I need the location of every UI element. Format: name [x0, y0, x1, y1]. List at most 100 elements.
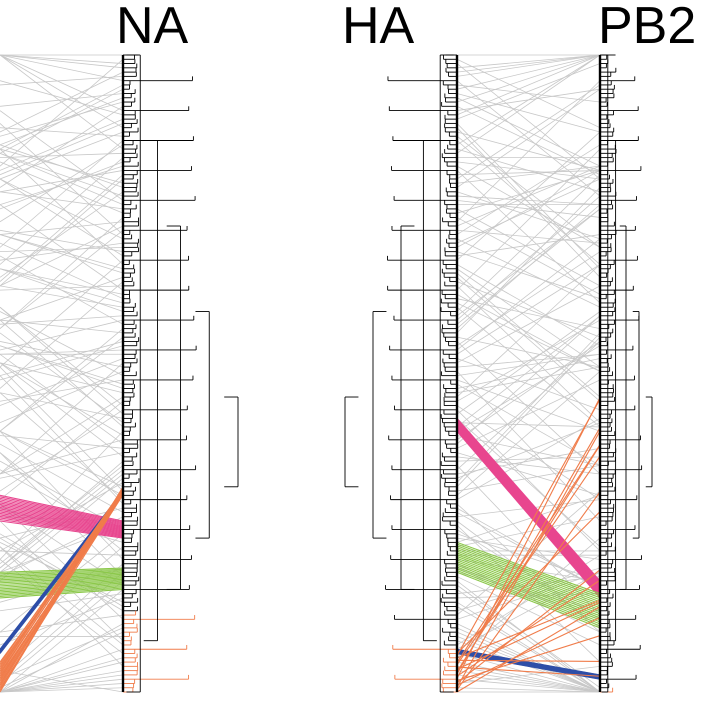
background-link — [0, 80, 124, 116]
background-link — [456, 345, 601, 432]
background-link — [456, 148, 601, 291]
background-link — [0, 623, 124, 693]
background-link — [0, 657, 124, 693]
background-link — [0, 392, 124, 500]
background-link — [456, 234, 601, 257]
background-link — [456, 54, 601, 77]
background-link — [0, 370, 124, 424]
background-link — [456, 170, 601, 214]
clade-link-green — [456, 559, 601, 615]
background-link — [0, 674, 124, 693]
background-link — [456, 409, 601, 552]
clade-link-orange — [456, 511, 601, 654]
background-link — [0, 430, 124, 560]
background-link — [0, 593, 124, 612]
background-link — [0, 229, 124, 253]
phylogenetic-trees — [121, 54, 653, 693]
background-link — [0, 191, 124, 210]
background-link — [0, 546, 124, 646]
background-link — [0, 268, 124, 295]
background-link — [456, 687, 601, 693]
background-link — [0, 54, 124, 69]
background-link — [0, 101, 124, 137]
background-link — [456, 93, 601, 133]
background-link — [0, 589, 124, 693]
background-link — [0, 285, 124, 308]
background-link — [456, 54, 601, 116]
clade-link-green — [456, 543, 601, 597]
background-link — [456, 187, 601, 334]
background-link — [0, 345, 124, 389]
background-link — [456, 315, 601, 445]
background-link — [456, 298, 601, 330]
background-link — [0, 110, 124, 201]
background-link — [456, 131, 601, 261]
background-link — [456, 285, 601, 364]
clade-link-green — [456, 564, 601, 621]
background-link — [0, 204, 124, 291]
background-link — [0, 332, 124, 423]
clade-link-pink — [0, 512, 124, 534]
background-link — [456, 306, 601, 428]
background-link — [0, 54, 124, 129]
background-link — [456, 319, 601, 402]
background-link — [456, 140, 601, 265]
clade-link-green — [456, 554, 601, 609]
clade-link-green — [456, 561, 601, 617]
background-link — [456, 371, 601, 496]
clade-link-orange — [456, 599, 601, 659]
background-link — [0, 349, 124, 355]
background-links — [0, 54, 601, 693]
background-link — [0, 148, 124, 265]
background-link — [0, 123, 124, 176]
background-link — [0, 75, 124, 86]
background-link — [0, 178, 124, 287]
background-link — [0, 242, 124, 300]
background-link — [456, 144, 601, 235]
background-link — [0, 221, 124, 235]
clade-link-orange — [456, 398, 601, 657]
background-link — [0, 546, 124, 650]
clade-link-orange — [456, 444, 601, 663]
background-link — [456, 336, 601, 488]
background-link — [0, 443, 124, 513]
background-link — [456, 405, 601, 500]
background-link — [0, 306, 124, 406]
background-link — [0, 276, 124, 321]
clade-link-orange — [456, 491, 601, 691]
background-link — [0, 336, 124, 432]
background-link — [0, 319, 124, 428]
background-link — [0, 144, 124, 223]
background-link — [0, 683, 124, 693]
clade-link-green — [456, 547, 601, 601]
background-link — [0, 631, 124, 689]
background-link — [0, 118, 124, 171]
background-link — [0, 123, 124, 235]
background-link — [456, 379, 601, 449]
clade-link-orange — [456, 430, 601, 688]
background-link — [0, 157, 124, 265]
clade-link-orange — [0, 486, 124, 691]
background-link — [0, 375, 124, 505]
background-link — [0, 234, 124, 274]
background-link — [0, 259, 124, 368]
background-link — [456, 84, 601, 180]
background-link — [0, 170, 124, 193]
background-link — [456, 371, 601, 522]
background-link — [456, 332, 601, 483]
background-link — [456, 264, 601, 347]
background-link — [0, 234, 124, 270]
background-link — [456, 665, 601, 684]
background-link — [456, 494, 601, 543]
clade-link-orange — [456, 569, 601, 684]
clade-link-pink — [0, 518, 124, 538]
clade-link-green — [456, 570, 601, 627]
clade-link-pink — [0, 520, 124, 539]
background-link — [456, 88, 601, 188]
background-link — [0, 178, 124, 257]
clade-link-pink — [0, 515, 124, 536]
background-link — [456, 217, 601, 295]
clade-link-pink — [456, 430, 601, 599]
background-link — [456, 465, 601, 616]
